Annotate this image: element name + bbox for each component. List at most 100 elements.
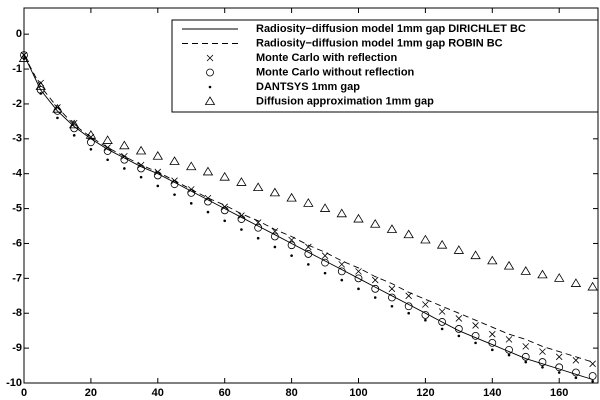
marker (102, 135, 113, 144)
marker (123, 167, 126, 170)
marker (173, 193, 176, 196)
x-tick-label: 120 (416, 387, 434, 399)
marker (270, 232, 279, 241)
marker (440, 327, 444, 331)
marker (219, 171, 230, 181)
legend-box (171, 19, 599, 113)
marker (454, 325, 463, 333)
marker (422, 301, 429, 308)
legend-label: Monte Carlo without reflection (256, 66, 415, 78)
marker (457, 334, 461, 338)
marker (89, 147, 93, 151)
marker (354, 274, 363, 283)
marker (420, 234, 431, 244)
marker (206, 54, 214, 62)
marker (538, 358, 547, 366)
y-tick-label: -4 (12, 168, 23, 180)
marker (240, 228, 243, 231)
plot-area (18, 51, 598, 383)
marker (521, 352, 530, 361)
marker (252, 182, 264, 192)
marker (355, 268, 362, 275)
legend-label: Radiosity−diffusion model 1mm gap DIRICH… (256, 23, 526, 35)
marker (370, 219, 381, 228)
marker (208, 85, 212, 89)
y-tick-label: -2 (12, 98, 22, 110)
marker (371, 276, 379, 284)
marker (303, 198, 314, 207)
marker (137, 164, 145, 173)
marker (404, 302, 413, 311)
marker (273, 245, 277, 249)
marker (237, 215, 246, 223)
y-tick-label: -1 (12, 63, 22, 75)
marker (305, 243, 312, 251)
marker (541, 366, 544, 369)
marker (286, 192, 297, 202)
y-tick-label: -8 (12, 307, 22, 319)
marker (574, 376, 578, 380)
marker (340, 278, 344, 282)
marker (539, 348, 546, 355)
y-tick-label: 0 (16, 28, 22, 40)
marker (472, 322, 479, 329)
marker (68, 119, 80, 129)
marker (453, 245, 465, 254)
marker (254, 223, 263, 232)
marker (206, 210, 210, 214)
marker (119, 140, 130, 150)
marker (202, 166, 214, 176)
marker (388, 285, 396, 293)
y-tick-label: -10 (6, 377, 22, 389)
marker (135, 145, 147, 155)
marker (507, 353, 511, 357)
y-tick-label: -6 (12, 237, 22, 249)
marker (424, 318, 427, 322)
marker (591, 379, 594, 383)
x-tick-label: 160 (550, 387, 568, 399)
legend-label: Diffusion approximation 1mm gap (256, 95, 434, 107)
marker (505, 345, 513, 354)
marker (353, 213, 364, 223)
marker (170, 180, 179, 189)
legend-label: Radiosity−diffusion model 1mm gap ROBIN … (256, 37, 503, 49)
series-line (23, 54, 593, 380)
marker (236, 177, 247, 186)
marker (407, 311, 410, 315)
marker (290, 254, 293, 257)
marker (490, 348, 494, 352)
marker (471, 332, 480, 340)
marker (336, 208, 347, 218)
marker (386, 224, 398, 233)
marker (120, 155, 129, 164)
marker (56, 116, 59, 120)
marker (52, 103, 63, 113)
marker (487, 255, 498, 265)
marker (323, 271, 327, 275)
x-tick-label: 40 (152, 387, 164, 399)
marker (338, 261, 346, 268)
marker (403, 229, 414, 239)
marker (587, 281, 598, 291)
marker (256, 236, 260, 240)
y-tick-label: -5 (12, 202, 22, 214)
marker (204, 197, 212, 206)
marker (153, 171, 162, 180)
legend: Radiosity−diffusion model 1mm gap DIRICH… (171, 19, 599, 113)
marker (186, 161, 197, 171)
marker (438, 318, 447, 326)
marker (304, 250, 313, 258)
marker (503, 260, 515, 270)
marker (470, 250, 481, 260)
marker (570, 278, 582, 287)
marker (139, 175, 143, 179)
x-tick-label: 80 (285, 387, 297, 399)
x-tick-label: 140 (483, 387, 501, 399)
marker (520, 266, 531, 275)
marker (371, 284, 380, 293)
marker (488, 338, 497, 347)
marker (187, 188, 196, 197)
plot-frame (23, 7, 599, 384)
marker (474, 341, 477, 345)
